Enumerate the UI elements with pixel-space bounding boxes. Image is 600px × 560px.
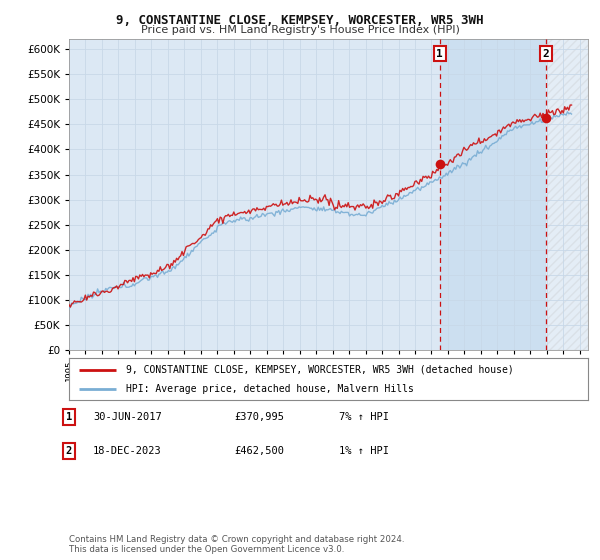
Bar bbox=[546, 39, 588, 350]
Text: 1% ↑ HPI: 1% ↑ HPI bbox=[339, 446, 389, 456]
Text: 18-DEC-2023: 18-DEC-2023 bbox=[93, 446, 162, 456]
Text: 2: 2 bbox=[543, 49, 550, 59]
Text: Contains HM Land Registry data © Crown copyright and database right 2024.
This d: Contains HM Land Registry data © Crown c… bbox=[69, 535, 404, 554]
Text: 2: 2 bbox=[66, 446, 72, 456]
Text: £370,995: £370,995 bbox=[234, 412, 284, 422]
Text: 30-JUN-2017: 30-JUN-2017 bbox=[93, 412, 162, 422]
Bar bbox=[440, 39, 546, 350]
Text: 1: 1 bbox=[66, 412, 72, 422]
Text: 9, CONSTANTINE CLOSE, KEMPSEY, WORCESTER, WR5 3WH: 9, CONSTANTINE CLOSE, KEMPSEY, WORCESTER… bbox=[116, 14, 484, 27]
Text: 7% ↑ HPI: 7% ↑ HPI bbox=[339, 412, 389, 422]
Text: 1: 1 bbox=[436, 49, 443, 59]
Text: HPI: Average price, detached house, Malvern Hills: HPI: Average price, detached house, Malv… bbox=[126, 384, 414, 394]
Text: £462,500: £462,500 bbox=[234, 446, 284, 456]
Text: 9, CONSTANTINE CLOSE, KEMPSEY, WORCESTER, WR5 3WH (detached house): 9, CONSTANTINE CLOSE, KEMPSEY, WORCESTER… bbox=[126, 365, 514, 375]
Text: Price paid vs. HM Land Registry's House Price Index (HPI): Price paid vs. HM Land Registry's House … bbox=[140, 25, 460, 35]
